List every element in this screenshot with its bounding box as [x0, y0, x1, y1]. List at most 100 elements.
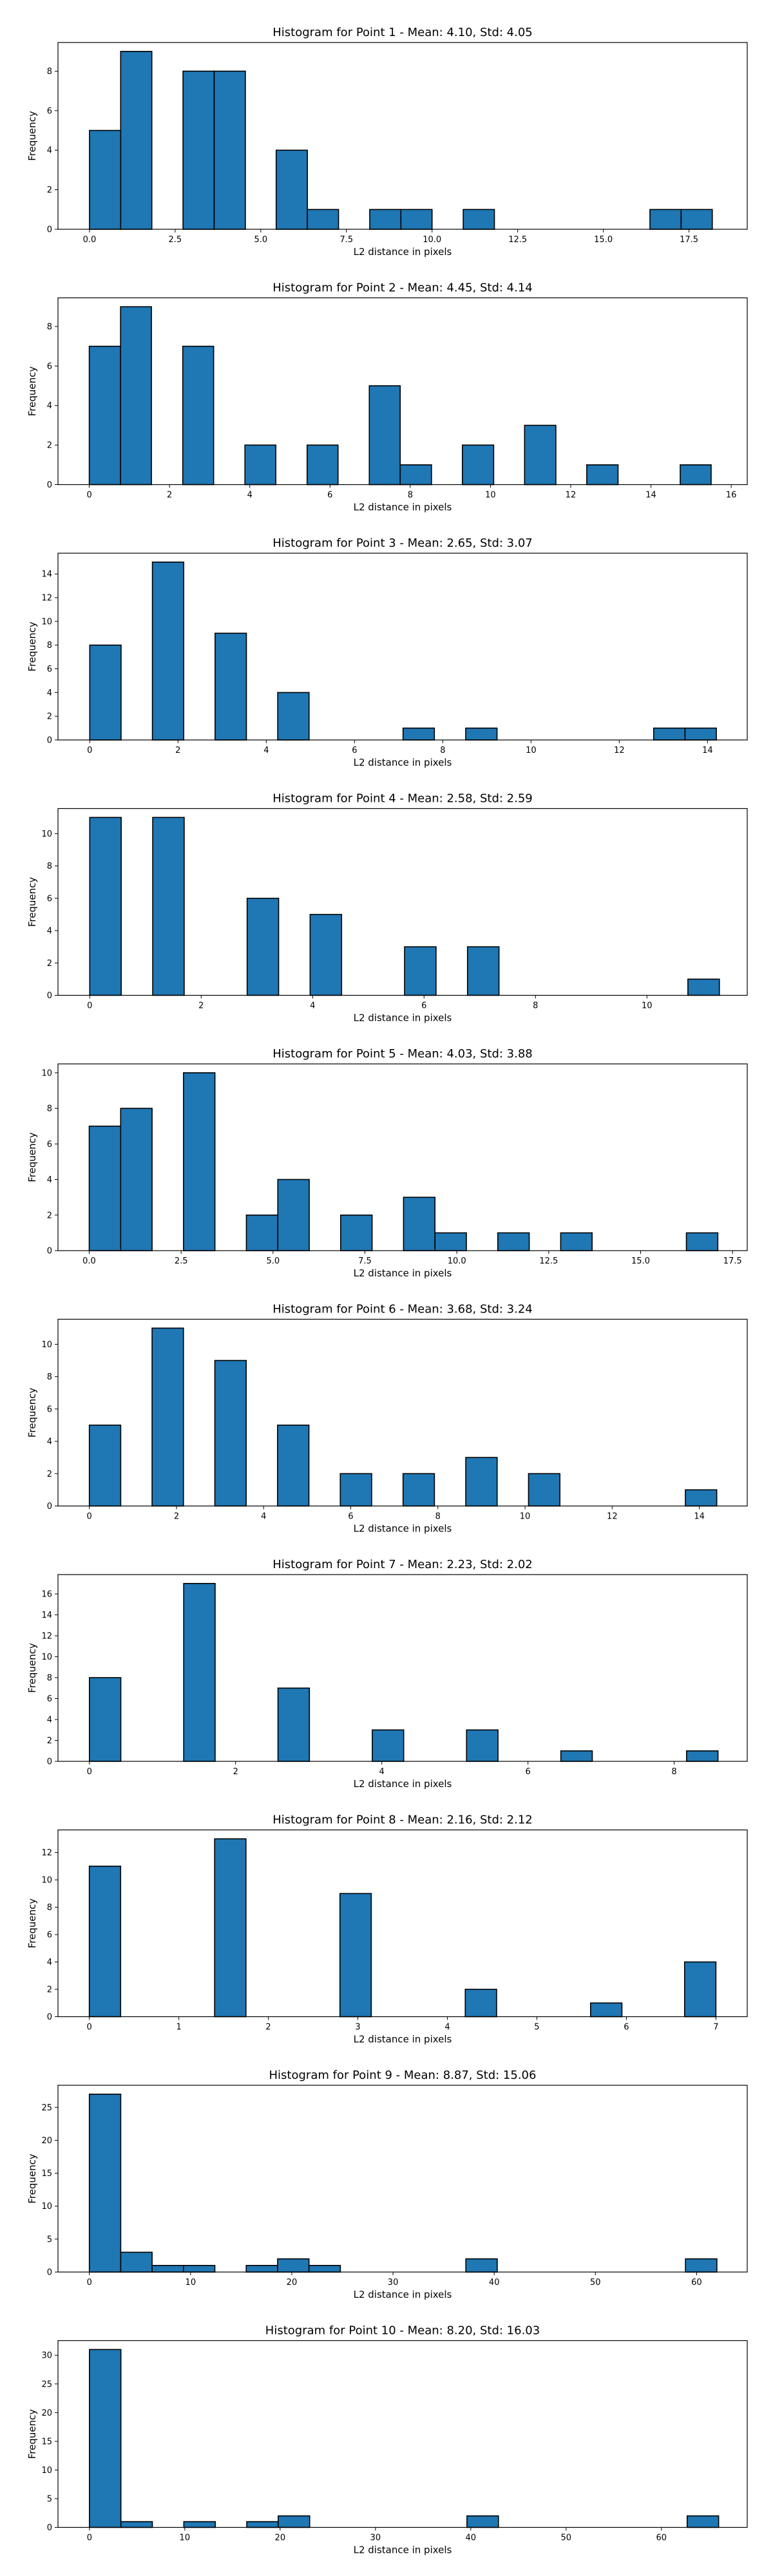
- x-tick-label: 0: [87, 2278, 92, 2287]
- y-tick-label: 10: [41, 1653, 52, 1662]
- histogram-bar: [309, 914, 343, 996]
- x-tick-label: 10: [186, 2278, 196, 2287]
- histogram-bar: [244, 444, 276, 486]
- histogram-bar: [183, 1583, 216, 1762]
- x-tick-label: 12: [566, 491, 577, 500]
- y-tick-label: 16: [41, 1590, 52, 1600]
- y-tick-label: 20: [41, 2136, 52, 2146]
- x-tick-label: 15.0: [631, 1256, 650, 1266]
- histogram-bar: [461, 444, 495, 486]
- histogram-panel-7: 0 2 4 6 8 0 2 4 6 8 10 12 14 16 Histogram for Point 7 …: [26, 1558, 748, 1790]
- histogram-bar: [213, 70, 246, 230]
- y-tick-label: 14: [41, 570, 52, 580]
- histogram-panel-3: 0 2 4 6 8 10 12 14 0 2 4 6 8 10 12 14 Histogram for Poin…: [26, 536, 748, 768]
- histogram-bar: [586, 464, 619, 486]
- y-tick-label: 8: [47, 862, 52, 871]
- histogram-bar: [277, 1687, 310, 1762]
- histogram-bar: [434, 1232, 467, 1251]
- chart-title: Histogram for Point 10 - Mean: 8.20, Std…: [265, 2324, 540, 2338]
- x-axis-label: L2 distance in pixels: [354, 2289, 452, 2300]
- y-tick-label: 8: [47, 641, 52, 650]
- y-axis-label: Frequency: [26, 2409, 38, 2459]
- x-tick-label: 40: [466, 2533, 477, 2543]
- histogram-bar: [560, 1750, 593, 1762]
- histogram-panel-5: 0.0 2.5 5.0 7.5 10.0 12.5 15.0 17.5 0 2 4 6 8 10 Histo…: [26, 1047, 748, 1279]
- x-tick-label: 17.5: [680, 235, 698, 245]
- chart-title: Histogram for Point 6 - Mean: 3.68, Std:…: [272, 1303, 533, 1316]
- histogram-bar: [120, 2521, 153, 2528]
- chart-title: Histogram for Point 2 - Mean: 4.45, Std:…: [272, 281, 533, 295]
- histogram-bar: [182, 70, 215, 230]
- histogram-bar: [560, 1232, 593, 1251]
- y-tick-label: 4: [47, 688, 52, 698]
- y-tick-label: 15: [41, 2437, 52, 2447]
- y-tick-label: 4: [47, 1175, 52, 1185]
- x-tick-label: 4: [310, 1001, 315, 1011]
- y-tick-label: 10: [41, 2202, 52, 2211]
- histogram-bar: [369, 209, 402, 230]
- histogram-panel-10: 0 10 20 30 40 50 60 0 5 10 15 20 25 30 Histogram for P…: [26, 2324, 748, 2556]
- x-tick-label: 0.0: [83, 235, 97, 245]
- x-tick-label: 14: [694, 1512, 705, 1522]
- y-tick-label: 8: [47, 67, 52, 77]
- y-tick-label: 6: [47, 106, 52, 116]
- histogram-bar: [89, 129, 122, 230]
- histogram-bar: [120, 2251, 153, 2273]
- histogram-bar: [120, 1108, 153, 1251]
- bars: [88, 1327, 718, 1507]
- bars: [88, 306, 712, 486]
- x-tick-label: 14: [702, 746, 713, 755]
- histogram-bar: [590, 2002, 623, 2018]
- x-tick-label: 0: [87, 746, 92, 755]
- histogram-bar: [463, 209, 495, 230]
- y-tick-label: 2: [47, 959, 52, 969]
- y-tick-label: 2: [47, 1211, 52, 1220]
- x-tick-label: 30: [388, 2278, 399, 2287]
- histogram-bar: [465, 1457, 498, 1507]
- y-tick-label: 12: [41, 1848, 52, 1858]
- axes-frame: [57, 1318, 748, 1507]
- histogram-bar: [339, 1473, 372, 1507]
- bars: [89, 2349, 720, 2528]
- x-tick-label: 7: [713, 2023, 718, 2032]
- histogram-bar: [277, 692, 310, 741]
- axes-frame: [57, 297, 748, 486]
- y-tick-label: 0: [47, 991, 52, 1001]
- x-tick-label: 20: [275, 2533, 286, 2543]
- histogram-bar: [88, 345, 121, 486]
- x-tick-label: 4: [247, 491, 253, 500]
- chart-title: Histogram for Point 3 - Mean: 2.65, Std:…: [272, 536, 533, 550]
- x-tick-label: 40: [489, 2278, 500, 2287]
- y-axis-label: Frequency: [26, 366, 38, 417]
- y-tick-label: 0: [47, 2268, 52, 2278]
- y-axis-label: Frequency: [26, 1643, 38, 1693]
- x-axis-label: L2 distance in pixels: [354, 1267, 452, 1279]
- axes-frame: [57, 2340, 748, 2528]
- x-tick-label: 6: [327, 491, 332, 500]
- y-tick-label: 14: [41, 1611, 52, 1620]
- histogram-bar: [339, 1893, 372, 2018]
- histogram-bar: [89, 817, 122, 996]
- histogram-bar: [151, 1327, 184, 1507]
- histogram-bar: [88, 1125, 122, 1251]
- histogram-bar: [686, 1750, 719, 1762]
- x-axis-label: L2 distance in pixels: [354, 246, 452, 258]
- histogram-bar: [400, 209, 433, 230]
- x-tick-label: 12: [607, 1512, 618, 1522]
- histogram-bar: [686, 2515, 720, 2528]
- y-tick-label: 8: [47, 1372, 52, 1382]
- bars: [89, 817, 720, 996]
- x-tick-label: 2: [233, 1767, 238, 1777]
- x-tick-label: 12.5: [508, 235, 527, 245]
- x-tick-label: 8: [408, 491, 413, 500]
- axes-frame: [57, 1063, 748, 1251]
- x-tick-label: 6: [352, 746, 357, 755]
- histogram-bar: [152, 817, 185, 996]
- x-tick-label: 8: [671, 1767, 676, 1777]
- histogram-bar: [245, 2264, 278, 2273]
- y-tick-label: 30: [41, 2351, 52, 2361]
- y-tick-label: 25: [41, 2103, 52, 2113]
- x-tick-label: 2: [198, 1001, 204, 1011]
- y-axis-label: Frequency: [26, 877, 38, 927]
